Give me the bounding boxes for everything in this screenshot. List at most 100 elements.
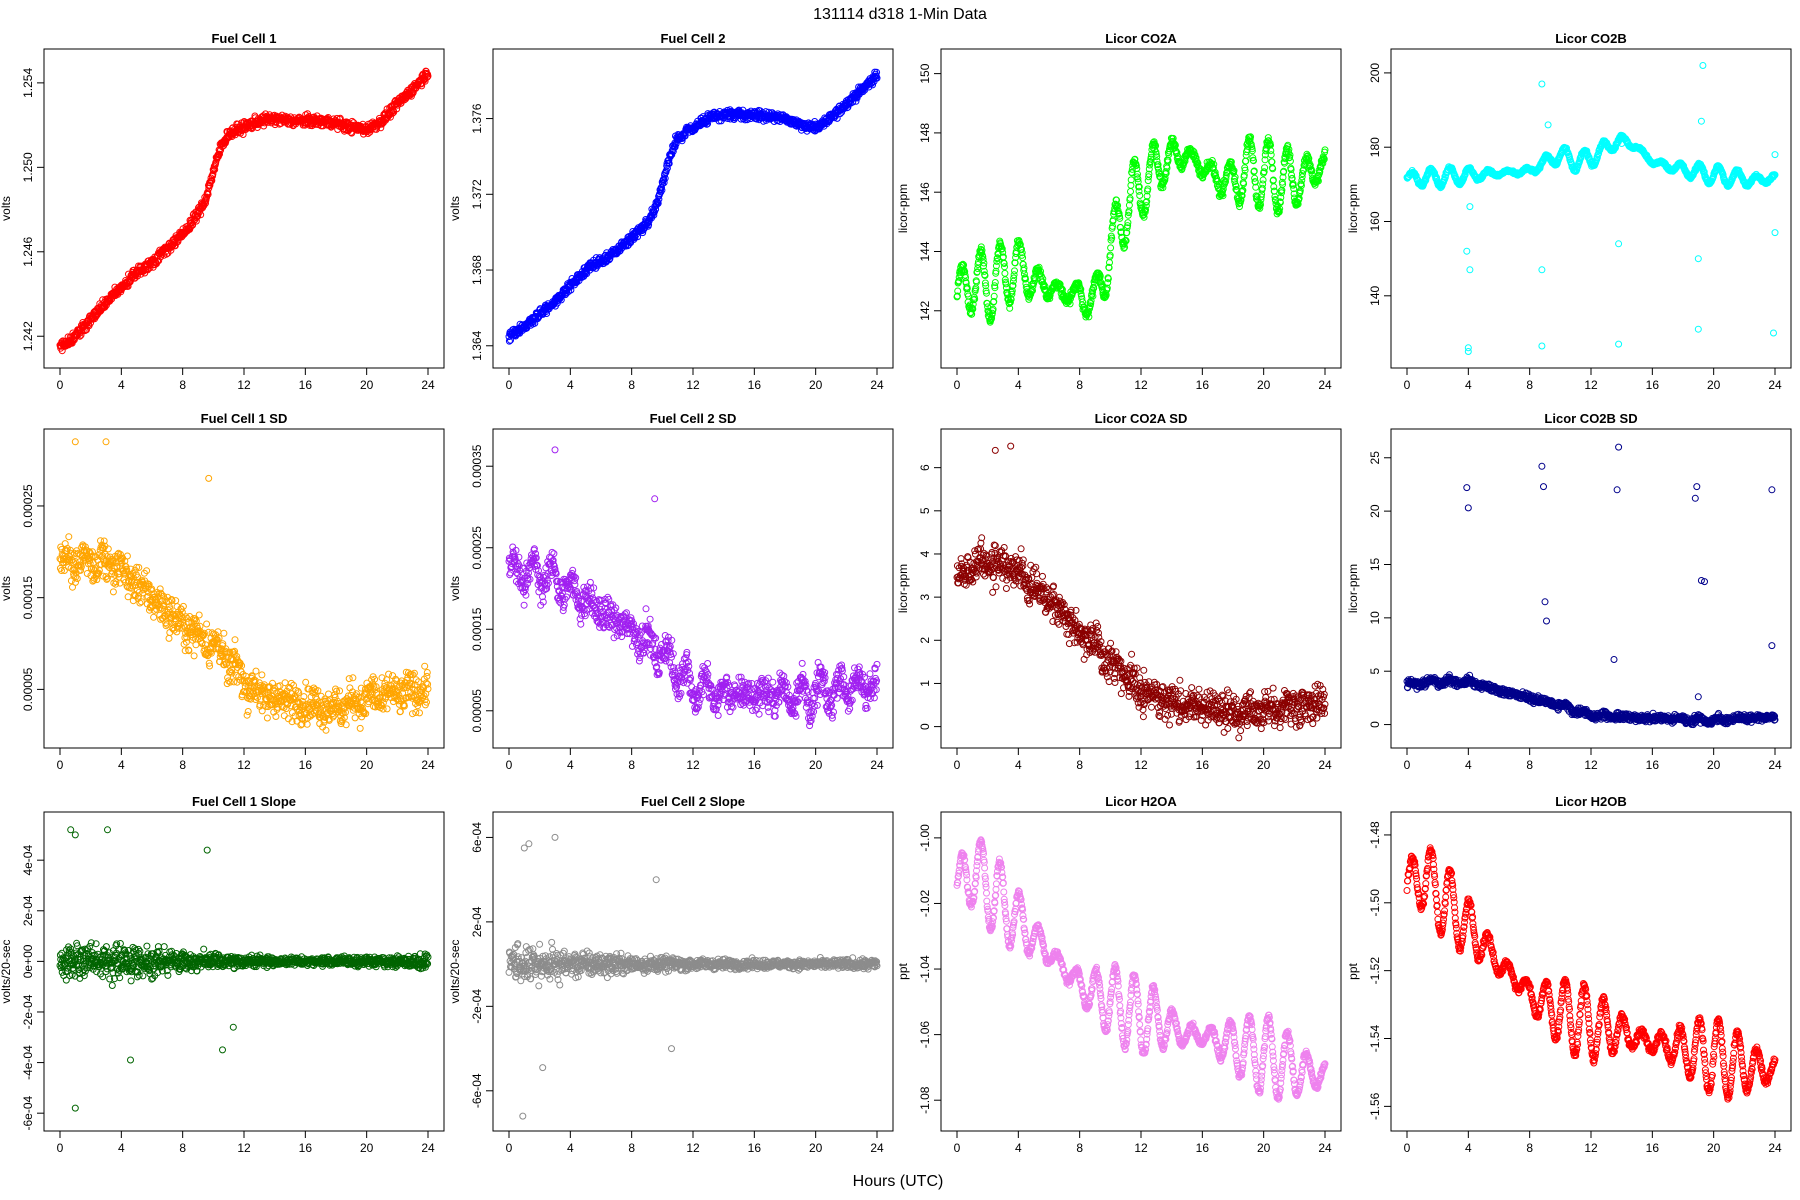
data-point — [1001, 269, 1009, 277]
data-point — [165, 634, 173, 642]
series-points — [953, 133, 1329, 326]
x-axis: 0 4 8 12 16 20 24 — [57, 747, 435, 772]
y-tick-label: 160 — [1368, 211, 1382, 231]
y-tick-label: 1.242 — [21, 321, 35, 351]
data-point — [203, 620, 211, 628]
data-point — [348, 117, 356, 125]
x-tick-label: 16 — [1196, 378, 1210, 392]
data-point — [243, 711, 251, 719]
panel-fc1sd: Fuel Cell 1 SD0 4 8 12 16 20 240.000050.000150… — [0, 411, 445, 772]
x-tick-label: 24 — [421, 758, 435, 772]
data-point — [1107, 244, 1115, 252]
data-point — [280, 712, 288, 720]
outlier-point — [1694, 255, 1702, 263]
data-point — [1267, 151, 1275, 159]
x-axis: 0 4 8 12 16 20 24 — [954, 367, 1332, 392]
data-point — [216, 150, 223, 158]
series-points — [56, 67, 432, 355]
outlier-point — [1770, 329, 1777, 337]
data-point — [347, 128, 355, 136]
panel-title: Fuel Cell 2 — [660, 31, 725, 46]
data-point — [1136, 192, 1144, 199]
outlier-point — [1771, 151, 1779, 159]
y-axis-label: volts — [448, 196, 462, 221]
x-tick-label: 12 — [237, 758, 251, 772]
data-point — [258, 671, 266, 679]
data-point — [206, 181, 214, 189]
data-point — [122, 278, 130, 286]
outlier-point — [1694, 325, 1702, 333]
data-point — [172, 597, 180, 605]
y-tick-label: 144 — [918, 241, 932, 261]
x-tick-label: 4 — [1015, 378, 1022, 392]
data-point — [195, 611, 203, 619]
data-point — [137, 598, 145, 606]
outlier-point — [1615, 240, 1623, 248]
panel-title: Fuel Cell 1 SD — [201, 411, 288, 426]
data-point — [356, 724, 364, 732]
y-tick-label: 0.00015 — [21, 576, 35, 620]
x-tick-label: 12 — [686, 378, 700, 392]
y-axis-label: volts — [0, 576, 13, 601]
data-point — [109, 588, 117, 596]
y-tick-label: 1.246 — [21, 236, 35, 266]
data-point — [1271, 187, 1278, 195]
data-point — [1127, 188, 1134, 195]
x-axis-title: Hours (UTC) — [853, 1173, 944, 1190]
outlier-point — [1466, 203, 1474, 211]
x-tick-label: 4 — [567, 378, 574, 392]
x-axis: 0 4 8 12 16 20 24 — [506, 367, 884, 392]
y-tick-label: 200 — [1368, 63, 1382, 83]
y-tick-label: 1.254 — [21, 68, 35, 98]
series-points — [1403, 62, 1779, 355]
data-point — [208, 177, 216, 185]
y-tick-label: 150 — [918, 63, 932, 83]
data-point — [220, 629, 228, 637]
x-tick-label: 16 — [748, 378, 762, 392]
y-tick-label: 1.372 — [470, 179, 484, 209]
x-tick-label: 24 — [1318, 378, 1332, 392]
y-axis-label: licor-ppm — [1346, 184, 1360, 233]
x-tick-label: 24 — [1768, 378, 1782, 392]
outlier-point — [1538, 342, 1546, 350]
data-point — [322, 726, 330, 734]
data-point — [1261, 164, 1269, 172]
y-tick-label: 1.368 — [470, 255, 484, 285]
data-point — [386, 113, 394, 121]
x-tick-label: 16 — [299, 758, 313, 772]
x-tick-label: 0 — [506, 378, 513, 392]
y-tick-label: 180 — [1368, 137, 1382, 157]
outlier-point — [1538, 80, 1546, 88]
data-point — [244, 708, 252, 715]
y-tick-label: 140 — [1368, 285, 1382, 305]
data-point — [155, 257, 163, 265]
data-point — [252, 667, 260, 675]
data-point — [393, 105, 401, 113]
panel-fc2: Fuel Cell 20 4 8 12 16 20 241.3641.3681.3721.3… — [448, 31, 894, 392]
y-axis-label: licor-ppm — [896, 184, 910, 233]
data-point — [302, 678, 310, 686]
x-tick-label: 4 — [1465, 378, 1472, 392]
plot-frame — [43, 48, 445, 369]
x-tick-label: 20 — [360, 758, 374, 772]
data-point — [124, 593, 132, 601]
y-tick-label: 1.364 — [470, 330, 484, 360]
data-point — [192, 217, 200, 225]
x-tick-label: 12 — [1584, 378, 1598, 392]
x-tick-label: 20 — [1257, 378, 1271, 392]
y-axis-label: volts — [0, 196, 13, 221]
x-tick-label: 12 — [1134, 378, 1148, 392]
outlier-point — [1464, 344, 1472, 352]
outlier-point — [1699, 62, 1707, 69]
data-point — [1011, 267, 1018, 275]
outlier-point — [1615, 340, 1623, 348]
plot-frame — [492, 48, 894, 369]
x-tick-label: 8 — [179, 758, 186, 772]
